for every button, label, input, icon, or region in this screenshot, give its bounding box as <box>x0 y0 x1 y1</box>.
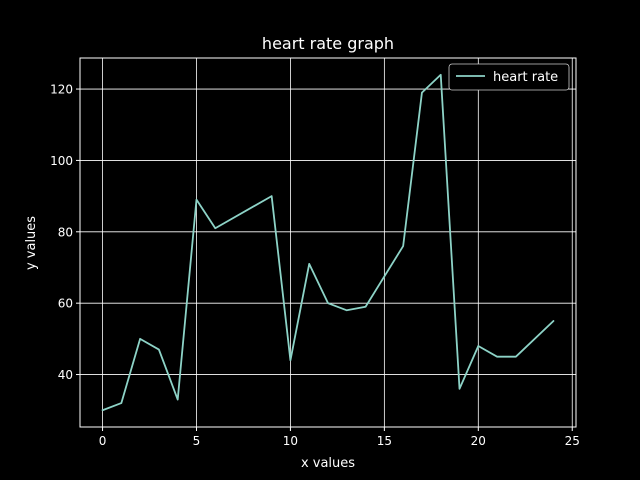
ticks: 0 5 10 15 20 25 40 60 80 100 120 <box>50 83 580 448</box>
y-axis-title: y values <box>24 216 39 270</box>
x-tick-label-20: 20 <box>471 434 486 448</box>
series-layer <box>101 73 555 412</box>
chart-title: heart rate graph <box>262 34 394 53</box>
legend: heart rate <box>448 63 570 91</box>
y-tick-label-60: 60 <box>58 297 73 311</box>
legend-label-heart-rate: heart rate <box>493 70 558 85</box>
plot-frame <box>79 57 577 428</box>
x-tick-label-10: 10 <box>283 434 298 448</box>
legend-box <box>448 63 570 91</box>
y-tick-label-120: 120 <box>50 83 73 97</box>
series-line-heart-rate <box>101 73 555 412</box>
x-tick-label-25: 25 <box>565 434 580 448</box>
y-tick-label-40: 40 <box>58 368 73 382</box>
x-tick-label-0: 0 <box>99 434 107 448</box>
axes <box>79 57 577 428</box>
y-tick-label-100: 100 <box>50 154 73 168</box>
y-tick-label-80: 80 <box>58 225 73 239</box>
x-tick-label-15: 15 <box>377 434 392 448</box>
x-axis-title: x values <box>301 456 355 471</box>
x-tick-label-5: 5 <box>193 434 201 448</box>
